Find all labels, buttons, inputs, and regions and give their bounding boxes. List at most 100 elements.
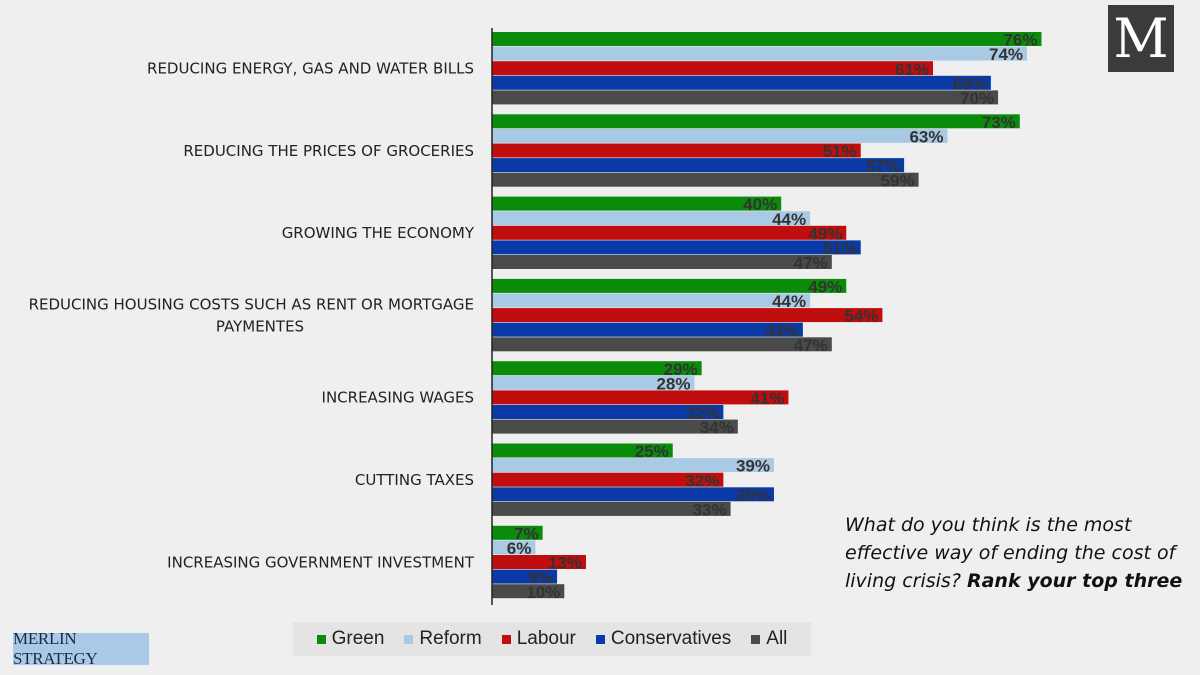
data-label: 70% [960, 89, 994, 108]
data-label: 33% [693, 501, 727, 520]
legend-label: All [766, 628, 788, 649]
data-label: 40% [743, 195, 777, 214]
data-label: 74% [989, 45, 1023, 64]
category-label: PAYMENTES [216, 317, 304, 335]
category-label: CUTTING TAXES [355, 471, 474, 489]
legend-label: Green [331, 628, 385, 649]
category-label: REDUCING THE PRICES OF GROCERIES [183, 142, 474, 160]
data-label: 44% [772, 292, 806, 311]
data-label: 43% [765, 321, 799, 340]
data-label: 57% [866, 157, 900, 176]
data-label: 9% [528, 568, 553, 587]
data-label: 69% [953, 74, 987, 93]
bar-labour [492, 143, 861, 158]
category-label: INCREASING GOVERNMENT INVESTMENT [167, 553, 475, 571]
legend-label: Reform [419, 628, 482, 649]
bar-conservatives [492, 405, 724, 419]
data-label: 29% [664, 360, 698, 379]
data-label: 47% [794, 254, 828, 273]
bar-labour [492, 308, 883, 323]
bar-conservatives [492, 569, 558, 584]
data-label: 28% [656, 374, 690, 393]
legend-swatch [316, 634, 326, 644]
bar-all [492, 337, 832, 352]
legend-item-green: Green [316, 628, 385, 650]
category-label: REDUCING HOUSING COSTS SUCH AS RENT OR M… [29, 295, 474, 313]
legend-swatch [501, 634, 511, 644]
data-label: 10% [526, 583, 560, 602]
category-label: REDUCING ENERGY, GAS AND WATER BILLS [147, 60, 474, 78]
bar-labour [492, 390, 789, 405]
bar-green [492, 525, 543, 540]
data-label: 49% [808, 278, 842, 297]
bar-green [492, 114, 1020, 129]
data-label: 51% [823, 142, 857, 161]
bar-green [492, 196, 782, 211]
bar-reform [492, 540, 536, 555]
bar-green [492, 32, 1042, 46]
data-label: 76% [1003, 31, 1037, 50]
bar-reform [492, 211, 811, 226]
bar-conservatives [492, 158, 905, 173]
bar-reform [492, 458, 774, 473]
legend-swatch [595, 634, 605, 644]
bar-all [492, 172, 919, 187]
bar-green [492, 361, 702, 376]
legend-label: Conservatives [610, 628, 732, 649]
data-label: 6% [507, 539, 532, 558]
data-label: 39% [736, 457, 770, 476]
legend-item-all: All [751, 628, 787, 650]
question-text: What do you think is the most effective … [845, 514, 1176, 592]
data-label: 13% [548, 554, 582, 573]
bar-conservatives [492, 322, 803, 337]
bar-reform [492, 375, 695, 390]
bar-all [492, 419, 738, 434]
legend-item-conservatives: Conservatives [595, 628, 732, 650]
bar-green [492, 278, 847, 293]
data-label: 61% [895, 60, 929, 79]
data-label: 49% [808, 224, 842, 243]
bar-all [492, 584, 565, 599]
data-label: 32% [685, 471, 719, 490]
category-label: GROWING THE ECONOMY [282, 224, 475, 242]
survey-question: What do you think is the most effective … [845, 511, 1185, 595]
bar-labour [492, 472, 724, 487]
data-label: 51% [823, 239, 857, 258]
bar-labour [492, 225, 847, 240]
bar-reform [492, 128, 948, 143]
legend-swatch [404, 634, 414, 644]
logo: M [1108, 5, 1174, 72]
bar-conservatives [492, 240, 861, 255]
question-emphasis: Rank your top three [966, 570, 1183, 592]
bar-all [492, 255, 832, 269]
bar-reform [492, 293, 811, 308]
data-label: 25% [635, 442, 669, 461]
legend-item-labour: Labour [501, 628, 576, 650]
category-label: INCREASING WAGES [322, 389, 474, 407]
data-label: 39% [736, 486, 770, 505]
legend-label: Labour [516, 628, 576, 649]
brand-logo: MERLIN STRATEGY [13, 629, 149, 668]
data-label: 59% [881, 171, 915, 190]
data-label: 63% [909, 128, 943, 147]
legend-item-reform: Reform [404, 628, 482, 650]
legend: Green Reform Labour Conservatives All [293, 622, 811, 656]
data-label: 54% [844, 307, 878, 326]
bar-labour [492, 61, 934, 76]
bar-green [492, 443, 673, 458]
bar-conservatives [492, 75, 991, 90]
data-label: 32% [685, 404, 719, 423]
bar-conservatives [492, 487, 774, 502]
data-label: 41% [750, 389, 784, 408]
legend-swatch [751, 634, 761, 644]
data-label: 44% [772, 210, 806, 229]
bar-all [492, 90, 999, 105]
data-label: 7% [514, 524, 539, 543]
bar-reform [492, 46, 1028, 61]
data-label: 34% [700, 418, 734, 437]
data-label: 47% [794, 336, 828, 355]
data-label: 73% [982, 113, 1016, 132]
bar-all [492, 501, 731, 516]
bar-labour [492, 555, 586, 569]
